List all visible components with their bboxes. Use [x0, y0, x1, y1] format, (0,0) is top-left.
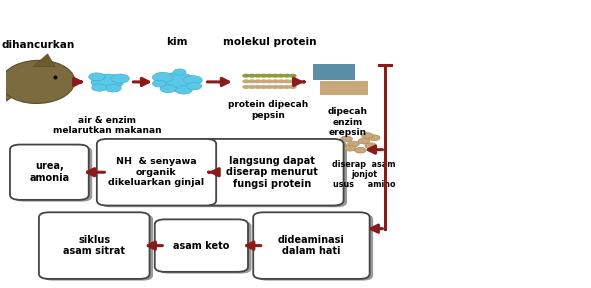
- Circle shape: [277, 79, 285, 83]
- FancyBboxPatch shape: [100, 141, 220, 207]
- Circle shape: [173, 69, 186, 75]
- Polygon shape: [33, 54, 55, 67]
- FancyBboxPatch shape: [158, 221, 252, 274]
- Circle shape: [277, 85, 285, 89]
- FancyBboxPatch shape: [43, 214, 153, 281]
- Text: langsung dapat
diserap menurut
fungsi protein: langsung dapat diserap menurut fungsi pr…: [226, 156, 319, 189]
- Circle shape: [254, 85, 262, 89]
- Circle shape: [152, 72, 173, 82]
- Text: asam keto: asam keto: [173, 240, 229, 251]
- Circle shape: [92, 84, 107, 91]
- FancyBboxPatch shape: [155, 219, 248, 272]
- Circle shape: [282, 85, 291, 89]
- Text: kim: kim: [166, 37, 187, 47]
- Circle shape: [248, 85, 256, 89]
- Circle shape: [362, 133, 373, 138]
- Text: protein dipecah
pepsin: protein dipecah pepsin: [228, 100, 309, 120]
- Circle shape: [340, 136, 352, 142]
- FancyBboxPatch shape: [14, 146, 92, 202]
- Circle shape: [368, 135, 380, 141]
- Circle shape: [259, 85, 268, 89]
- Circle shape: [365, 143, 376, 149]
- Circle shape: [265, 79, 274, 83]
- Circle shape: [282, 79, 291, 83]
- Text: dipecah
enzim
erepsin: dipecah enzim erepsin: [327, 107, 368, 137]
- Circle shape: [187, 82, 202, 90]
- Circle shape: [271, 79, 280, 83]
- Circle shape: [91, 74, 124, 90]
- Circle shape: [160, 85, 176, 93]
- Circle shape: [348, 141, 359, 147]
- Text: molekul protein: molekul protein: [223, 37, 316, 47]
- Circle shape: [254, 79, 262, 83]
- FancyBboxPatch shape: [313, 64, 355, 81]
- Circle shape: [242, 85, 251, 89]
- Circle shape: [271, 74, 280, 78]
- Circle shape: [265, 74, 274, 78]
- FancyBboxPatch shape: [10, 145, 89, 200]
- Circle shape: [288, 85, 297, 89]
- Circle shape: [152, 80, 166, 87]
- Circle shape: [242, 74, 251, 78]
- Circle shape: [344, 145, 356, 151]
- Text: siklus
asam sitrat: siklus asam sitrat: [63, 235, 125, 256]
- Circle shape: [282, 74, 291, 78]
- Circle shape: [355, 147, 366, 153]
- FancyBboxPatch shape: [39, 212, 150, 279]
- Circle shape: [105, 84, 121, 92]
- FancyBboxPatch shape: [204, 141, 347, 207]
- Circle shape: [358, 138, 369, 144]
- Text: NH  & senyawa
organik
dikeluarkan ginjal: NH & senyawa organik dikeluarkan ginjal: [108, 157, 204, 187]
- Circle shape: [175, 86, 193, 94]
- Text: dideaminasi
dalam hati: dideaminasi dalam hati: [278, 235, 345, 256]
- Circle shape: [248, 74, 256, 78]
- Circle shape: [111, 74, 129, 83]
- Circle shape: [184, 76, 202, 85]
- Circle shape: [288, 74, 297, 78]
- Circle shape: [277, 74, 285, 78]
- Text: dihancurkan: dihancurkan: [1, 40, 74, 50]
- Circle shape: [248, 79, 256, 83]
- FancyBboxPatch shape: [320, 81, 368, 95]
- Circle shape: [259, 74, 268, 78]
- Text: diserap  asam
jonjot
usus     amino: diserap asam jonjot usus amino: [332, 160, 395, 189]
- FancyBboxPatch shape: [201, 139, 343, 206]
- Circle shape: [288, 79, 297, 83]
- Circle shape: [265, 85, 274, 89]
- Circle shape: [242, 79, 251, 83]
- Polygon shape: [0, 68, 13, 106]
- Text: urea,
amonia: urea, amonia: [30, 161, 69, 183]
- Circle shape: [89, 73, 105, 81]
- FancyBboxPatch shape: [253, 212, 369, 279]
- Text: air & enzim
melarutkan makanan: air & enzim melarutkan makanan: [53, 116, 161, 135]
- Circle shape: [259, 79, 268, 83]
- FancyBboxPatch shape: [256, 214, 373, 281]
- Circle shape: [254, 74, 262, 78]
- Circle shape: [158, 73, 196, 91]
- FancyBboxPatch shape: [97, 139, 216, 206]
- Circle shape: [271, 85, 280, 89]
- Ellipse shape: [1, 60, 74, 103]
